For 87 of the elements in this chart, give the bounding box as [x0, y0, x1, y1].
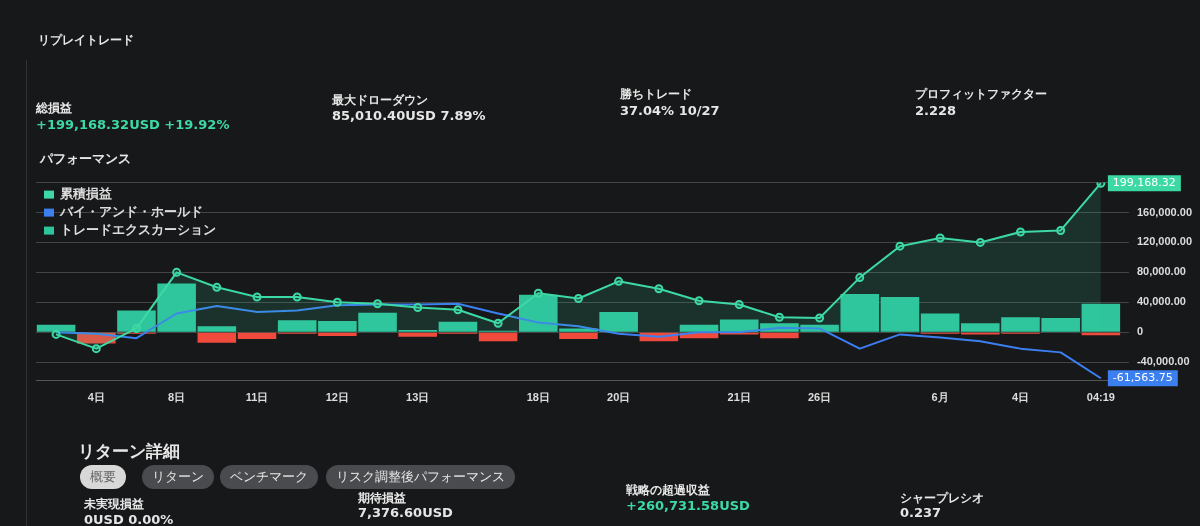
- text: 総損益: [36, 100, 72, 117]
- bar: [920, 313, 960, 332]
- text: 概要: [80, 465, 126, 489]
- point: [413, 303, 423, 312]
- text: 0.237: [900, 505, 942, 520]
- x-tick-label: 26日: [807, 391, 832, 404]
- y-tick-label: -40,000.00: [1136, 355, 1190, 368]
- bar: [559, 332, 598, 339]
- y-tick-label: 80,000.00: [1136, 265, 1186, 278]
- text: 勝ちトレード: [620, 86, 692, 103]
- bar: [197, 326, 237, 332]
- point: [975, 237, 985, 247]
- point: [172, 267, 182, 277]
- data-label: 199,168.32: [1112, 176, 1176, 190]
- text: 85,010.40USD 7.89%: [332, 108, 486, 123]
- point: [533, 288, 543, 298]
- point: [131, 323, 141, 333]
- text: リターン: [142, 465, 214, 489]
- bar: [760, 332, 799, 339]
- point: [895, 241, 905, 251]
- x-tick-label: 20日: [607, 391, 631, 404]
- text: 期待損益: [358, 490, 406, 507]
- point: [694, 296, 704, 306]
- text: 0USD 0.00%: [84, 512, 174, 526]
- bar: [237, 332, 277, 339]
- text: 未実現損益: [84, 496, 144, 513]
- bar: [318, 332, 357, 336]
- point: [332, 297, 342, 307]
- text: ベンチマーク: [220, 465, 318, 489]
- point: [212, 282, 222, 292]
- text: 最大ドローダウン: [332, 92, 428, 109]
- x-tick-label: 4日: [87, 391, 105, 404]
- text: 37.04% 10/27: [620, 103, 720, 118]
- bar: [36, 324, 76, 332]
- text: リスク調整後パフォーマンス: [326, 465, 515, 489]
- text: 7,376.60USD: [358, 505, 453, 520]
- x-tick-label: 8日: [168, 391, 186, 404]
- bar: [398, 332, 438, 337]
- bar: [277, 320, 317, 332]
- text: リプレイトレード: [38, 32, 134, 49]
- bar: [197, 332, 237, 343]
- point: [573, 294, 583, 304]
- point: [935, 233, 945, 243]
- bar: [438, 321, 478, 332]
- point: [51, 329, 61, 339]
- point: [493, 318, 503, 328]
- point: [1015, 227, 1025, 237]
- point: [815, 313, 825, 323]
- legend-label: トレードエクスカーション: [60, 221, 216, 237]
- text: リターン詳細: [78, 440, 180, 463]
- chart-title: パフォーマンス: [40, 150, 131, 168]
- point: [292, 292, 302, 302]
- text: プロフィットファクター: [915, 86, 1047, 103]
- point: [453, 305, 463, 315]
- point: [774, 312, 784, 322]
- text: 2.228: [915, 103, 957, 118]
- bar: [478, 332, 518, 342]
- point: [373, 299, 383, 309]
- data-label: -61,563.75: [1112, 371, 1173, 385]
- legend-label: バイ・アンド・ホールド: [59, 203, 203, 219]
- y-tick-label: 40,000.00: [1136, 295, 1186, 308]
- bar: [1081, 303, 1121, 332]
- x-tick-label: 04:19: [1086, 391, 1115, 404]
- bar: [880, 297, 920, 332]
- x-tick-label: 18日: [526, 391, 550, 404]
- text: 戦略の超過収益: [626, 482, 710, 499]
- bar: [679, 324, 719, 332]
- point: [614, 276, 624, 286]
- point: [1056, 225, 1066, 235]
- point: [734, 300, 744, 310]
- x-tick-label: 6月: [931, 391, 949, 404]
- legend-label: 累積損益: [59, 185, 112, 201]
- point: [855, 273, 865, 283]
- point: [91, 344, 101, 354]
- y-tick-label: 160,000.00: [1136, 205, 1193, 218]
- text: シャープレシオ: [900, 490, 984, 507]
- text: +199,168.32USD +19.92%: [36, 117, 230, 132]
- text: +260,731.58USD: [626, 498, 750, 513]
- x-tick-label: 4日: [1011, 391, 1030, 404]
- x-tick-label: 12日: [325, 391, 349, 404]
- x-tick-label: 21日: [727, 391, 751, 404]
- point: [252, 292, 262, 302]
- point: [654, 284, 664, 294]
- x-tick-label: 11日: [245, 391, 269, 404]
- y-tick-label: 120,000.00: [1136, 235, 1193, 248]
- y-tick-label: 0: [1136, 325, 1144, 338]
- x-tick-label: 13日: [406, 391, 430, 404]
